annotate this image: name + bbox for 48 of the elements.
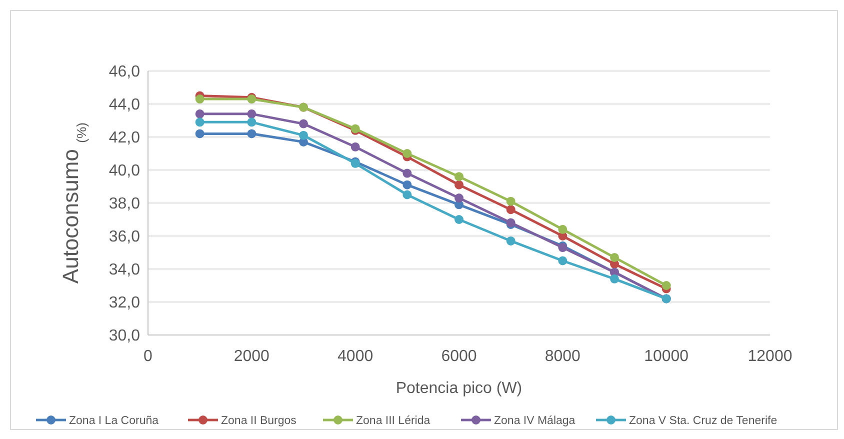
x-tick-label: 8000	[544, 348, 581, 365]
point	[454, 215, 464, 224]
point	[195, 109, 204, 118]
point	[402, 149, 412, 158]
point	[558, 224, 568, 234]
point	[402, 180, 412, 190]
point	[195, 94, 204, 104]
y-tick-label: 34,0	[108, 262, 140, 279]
point	[247, 118, 256, 127]
point	[247, 109, 256, 118]
y-tick-label: 46,0	[108, 64, 140, 81]
x-tick-label: 10000	[644, 348, 689, 365]
point	[506, 196, 516, 206]
point	[506, 236, 516, 246]
point	[299, 130, 308, 140]
legend-label: Zona V Sta. Cruz de Tenerife	[629, 415, 778, 428]
point	[454, 180, 464, 190]
y-tick-label: 36,0	[108, 228, 140, 246]
point	[402, 190, 412, 200]
point	[247, 129, 256, 138]
x-tick-label: 4000	[338, 348, 374, 365]
point	[662, 281, 671, 290]
legend-label: Zona III Lérida	[356, 415, 431, 428]
y-tick-label: 42,0	[108, 130, 140, 147]
y-tick-label: 44,0	[108, 96, 140, 114]
legend-label: Zona I La Coruña	[69, 415, 160, 428]
y-tick-label: 38,0	[108, 196, 140, 213]
y-tick-label: 32,0	[108, 294, 140, 312]
x-axis-title: Potencia pico (W)	[396, 380, 522, 397]
point	[610, 274, 619, 284]
point	[558, 256, 568, 266]
point	[454, 194, 464, 203]
point	[610, 252, 619, 262]
point	[402, 168, 412, 178]
point	[454, 172, 464, 182]
point	[299, 119, 308, 128]
x-tick-label: 2000	[234, 348, 270, 365]
y-tick-label: 40,0	[108, 162, 140, 180]
x-tick-label: 12000	[748, 348, 792, 365]
x-tick-label: 6000	[441, 348, 477, 365]
y-tick-label: 30,0	[108, 328, 140, 345]
legend-label: Zona IV Málaga	[494, 415, 576, 428]
legend-label: Zona II Burgos	[221, 415, 297, 428]
x-tick-label: 0	[144, 348, 153, 365]
point	[350, 142, 360, 152]
point	[195, 118, 204, 127]
point	[195, 129, 204, 138]
point	[506, 205, 516, 214]
